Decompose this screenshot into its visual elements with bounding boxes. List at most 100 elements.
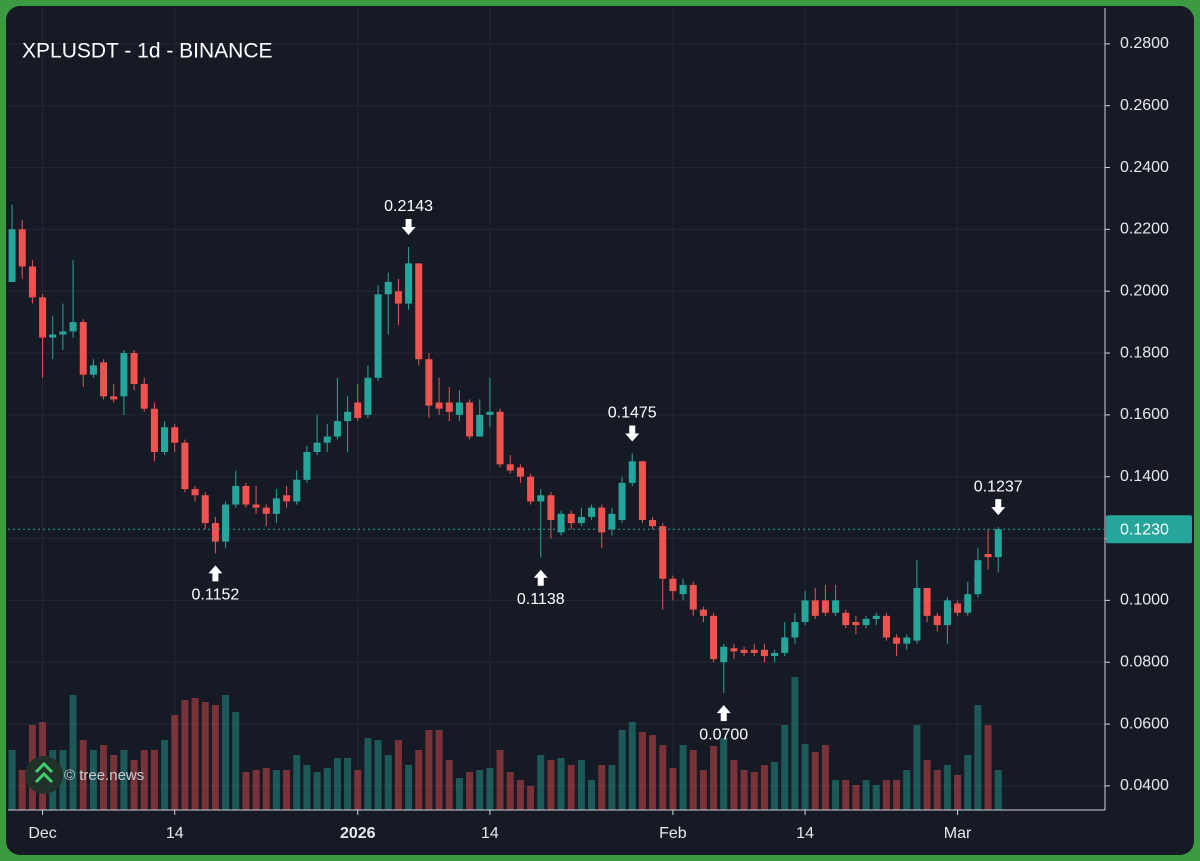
candle-body xyxy=(232,485,240,505)
candle-body xyxy=(110,396,118,400)
last-price-label: 0.1230 xyxy=(1120,521,1169,538)
volume-bar xyxy=(394,740,402,810)
volume-bar xyxy=(872,785,880,810)
annotation-label: 0.2143 xyxy=(384,198,433,215)
volume-bar xyxy=(720,738,728,810)
volume-bar xyxy=(262,768,270,810)
volume-bar xyxy=(384,755,392,810)
candle-body xyxy=(211,523,219,542)
candle-body xyxy=(567,513,575,524)
candle-body xyxy=(252,504,260,508)
y-tick-label: 0.2000 xyxy=(1120,282,1169,299)
volume-bar xyxy=(954,775,962,810)
candle-body xyxy=(699,609,707,616)
candle-body xyxy=(455,402,463,415)
volume-bar xyxy=(577,760,585,810)
volume-bar xyxy=(476,770,484,810)
volume-bar xyxy=(547,760,555,810)
volume-bar xyxy=(943,765,951,810)
volume-bar xyxy=(527,786,535,810)
volume-bar xyxy=(781,725,789,810)
candle-body xyxy=(557,513,565,533)
candle-body xyxy=(852,622,860,626)
candle-body xyxy=(100,362,108,397)
candle-body xyxy=(466,402,474,437)
y-tick-label: 0.2200 xyxy=(1120,221,1169,238)
volume-bar xyxy=(313,772,321,810)
volume-bar xyxy=(110,755,118,810)
price-layer: 0.2143 0.1152 0.1138 0.1475 0.0700 0.1237 xyxy=(8,198,1023,743)
volume-bar xyxy=(679,745,687,810)
candle-body xyxy=(974,560,982,595)
candle-body xyxy=(506,464,514,471)
candle-body xyxy=(242,485,250,505)
y-tick-label: 0.1400 xyxy=(1120,468,1169,485)
volume-bar xyxy=(18,770,26,810)
candle-body xyxy=(862,618,870,626)
volume-bar xyxy=(100,745,108,810)
candle-body xyxy=(49,334,57,338)
volume-bar xyxy=(730,760,738,810)
volume-bar xyxy=(150,750,158,810)
volume-bar xyxy=(588,780,596,810)
volume-bar xyxy=(821,745,829,810)
candle-body xyxy=(283,495,291,502)
candle-body xyxy=(801,600,809,623)
candle-body xyxy=(994,529,1002,558)
x-tick-label: Dec xyxy=(28,825,56,842)
volume-bar xyxy=(923,760,931,810)
candle-body xyxy=(333,421,341,437)
x-tick-label: 2026 xyxy=(340,825,376,842)
y-tick-label: 0.1800 xyxy=(1120,344,1169,361)
volume-bar xyxy=(557,758,565,810)
volume-bar xyxy=(791,677,799,810)
volume-bar xyxy=(771,762,779,810)
volume-bar xyxy=(974,705,982,810)
y-tick-label: 0.2600 xyxy=(1120,97,1169,114)
volume-bar xyxy=(445,760,453,810)
volume-bar xyxy=(181,700,189,810)
y-tick-label: 0.1000 xyxy=(1120,592,1169,609)
candle-body xyxy=(354,402,362,418)
volume-bar xyxy=(567,765,575,810)
volume-bar xyxy=(537,755,545,810)
candle-body xyxy=(943,600,951,626)
candle-body xyxy=(293,479,301,502)
volume-bar xyxy=(303,765,311,810)
candle-body xyxy=(191,489,199,496)
candle-body xyxy=(130,353,138,384)
annotation-label: 0.0700 xyxy=(699,726,748,743)
candle-body xyxy=(89,365,97,375)
volume-bar xyxy=(191,698,199,810)
volume-bar xyxy=(466,772,474,810)
volume-bar xyxy=(893,780,901,810)
candle-body xyxy=(618,482,626,520)
y-tick-label: 0.0600 xyxy=(1120,715,1169,732)
volume-bar xyxy=(59,750,67,810)
candle-body xyxy=(384,281,392,295)
annotation-label: 0.1152 xyxy=(192,587,240,604)
volume-bar xyxy=(750,772,758,810)
candle-body xyxy=(445,402,453,412)
candle-body xyxy=(964,594,972,613)
candle-body xyxy=(313,442,321,452)
candle-body xyxy=(222,504,230,542)
candle-body xyxy=(425,359,433,406)
x-tick-label: 14 xyxy=(166,825,184,842)
candle-body xyxy=(537,495,545,502)
annotation-arrow xyxy=(401,218,416,235)
candle-body xyxy=(771,652,779,657)
volume-bar xyxy=(852,785,860,810)
candle-body xyxy=(730,648,738,652)
volume-bar xyxy=(344,758,352,810)
candle-body xyxy=(628,461,636,483)
candle-body xyxy=(649,519,657,527)
x-tick-label: 14 xyxy=(481,825,499,842)
volume-bar xyxy=(842,780,850,810)
volume-bar xyxy=(232,712,240,810)
y-tick-label: 0.0400 xyxy=(1120,777,1169,794)
volume-bar xyxy=(455,778,463,810)
candle-body xyxy=(588,507,596,517)
candle-body xyxy=(262,507,270,514)
